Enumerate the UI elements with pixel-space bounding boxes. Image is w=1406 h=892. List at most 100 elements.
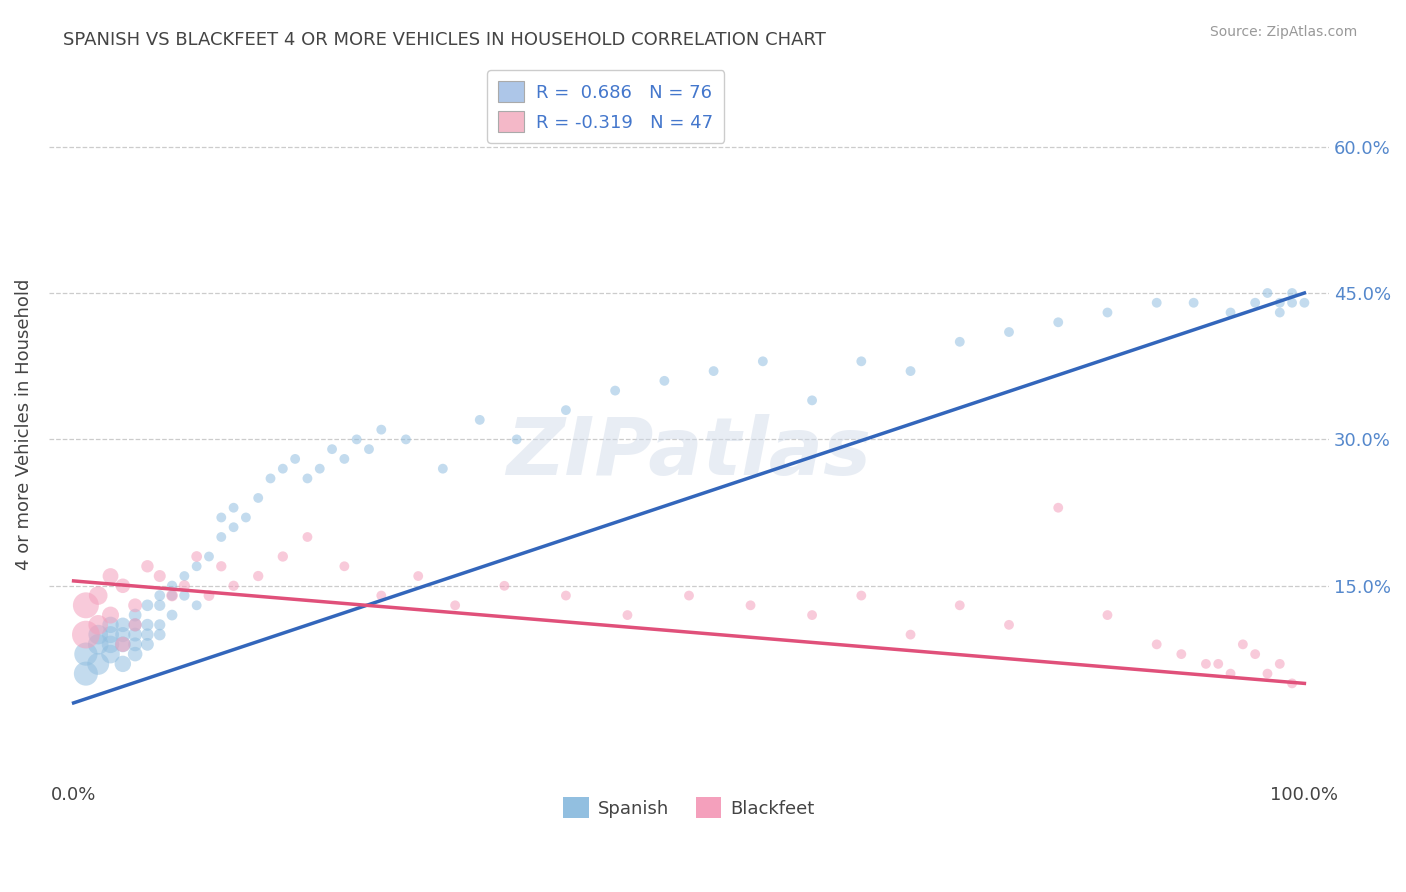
Point [468, 413, 491, 427]
Y-axis label: 4 or more Vehicles in Household: 4 or more Vehicles in Household [15, 279, 32, 571]
Point [1268, 295, 1291, 310]
Point [247, 491, 270, 505]
Point [357, 442, 380, 457]
Point [851, 354, 873, 368]
Point [801, 608, 824, 623]
Text: ZIPatlas: ZIPatlas [506, 414, 872, 492]
Point [654, 374, 676, 388]
Point [1206, 657, 1229, 671]
Point [370, 589, 392, 603]
Point [75, 647, 97, 661]
Point [160, 608, 183, 623]
Point [87, 617, 110, 632]
Point [75, 627, 97, 641]
Point [160, 579, 183, 593]
Point [124, 617, 146, 632]
Point [111, 627, 134, 641]
Point [186, 599, 208, 613]
Point [346, 433, 368, 447]
Point [198, 549, 221, 564]
Point [136, 617, 159, 632]
Point [1047, 315, 1070, 329]
Point [100, 569, 122, 583]
Point [124, 599, 146, 613]
Point [308, 461, 330, 475]
Point [100, 608, 122, 623]
Point [149, 627, 172, 641]
Point [370, 423, 392, 437]
Point [75, 666, 97, 681]
Point [900, 627, 922, 641]
Point [949, 599, 972, 613]
Point [87, 657, 110, 671]
Point [321, 442, 343, 457]
Point [173, 579, 195, 593]
Point [333, 559, 356, 574]
Point [1146, 295, 1168, 310]
Point [87, 627, 110, 641]
Point [1182, 295, 1205, 310]
Point [186, 549, 208, 564]
Point [998, 617, 1021, 632]
Point [209, 559, 232, 574]
Point [173, 589, 195, 603]
Point [406, 569, 429, 583]
Point [87, 637, 110, 651]
Point [209, 510, 232, 524]
Point [1256, 666, 1278, 681]
Point [1268, 657, 1291, 671]
Point [703, 364, 725, 378]
Point [444, 599, 467, 613]
Point [75, 599, 97, 613]
Point [160, 589, 183, 603]
Point [111, 617, 134, 632]
Point [100, 637, 122, 651]
Point [740, 599, 762, 613]
Text: SPANISH VS BLACKFEET 4 OR MORE VEHICLES IN HOUSEHOLD CORRELATION CHART: SPANISH VS BLACKFEET 4 OR MORE VEHICLES … [63, 31, 827, 49]
Point [1281, 295, 1303, 310]
Point [222, 520, 245, 534]
Point [900, 364, 922, 378]
Point [247, 569, 270, 583]
Point [149, 569, 172, 583]
Point [222, 500, 245, 515]
Point [752, 354, 775, 368]
Point [1097, 608, 1119, 623]
Point [1281, 285, 1303, 300]
Point [136, 627, 159, 641]
Point [111, 657, 134, 671]
Point [678, 589, 700, 603]
Point [1146, 637, 1168, 651]
Point [136, 637, 159, 651]
Point [554, 403, 576, 417]
Point [333, 451, 356, 466]
Point [554, 589, 576, 603]
Point [87, 589, 110, 603]
Point [1268, 305, 1291, 319]
Point [198, 589, 221, 603]
Point [235, 510, 257, 524]
Point [1294, 295, 1316, 310]
Point [494, 579, 516, 593]
Point [1244, 647, 1267, 661]
Point [801, 393, 824, 408]
Point [271, 549, 294, 564]
Point [1097, 305, 1119, 319]
Text: Source: ZipAtlas.com: Source: ZipAtlas.com [1209, 25, 1357, 39]
Point [149, 599, 172, 613]
Point [124, 637, 146, 651]
Point [284, 451, 307, 466]
Point [605, 384, 627, 398]
Point [271, 461, 294, 475]
Legend: Spanish, Blackfeet: Spanish, Blackfeet [557, 790, 823, 825]
Point [149, 589, 172, 603]
Point [100, 627, 122, 641]
Point [1244, 295, 1267, 310]
Point [160, 589, 183, 603]
Point [124, 617, 146, 632]
Point [851, 589, 873, 603]
Point [949, 334, 972, 349]
Point [100, 647, 122, 661]
Point [1047, 500, 1070, 515]
Point [297, 471, 319, 485]
